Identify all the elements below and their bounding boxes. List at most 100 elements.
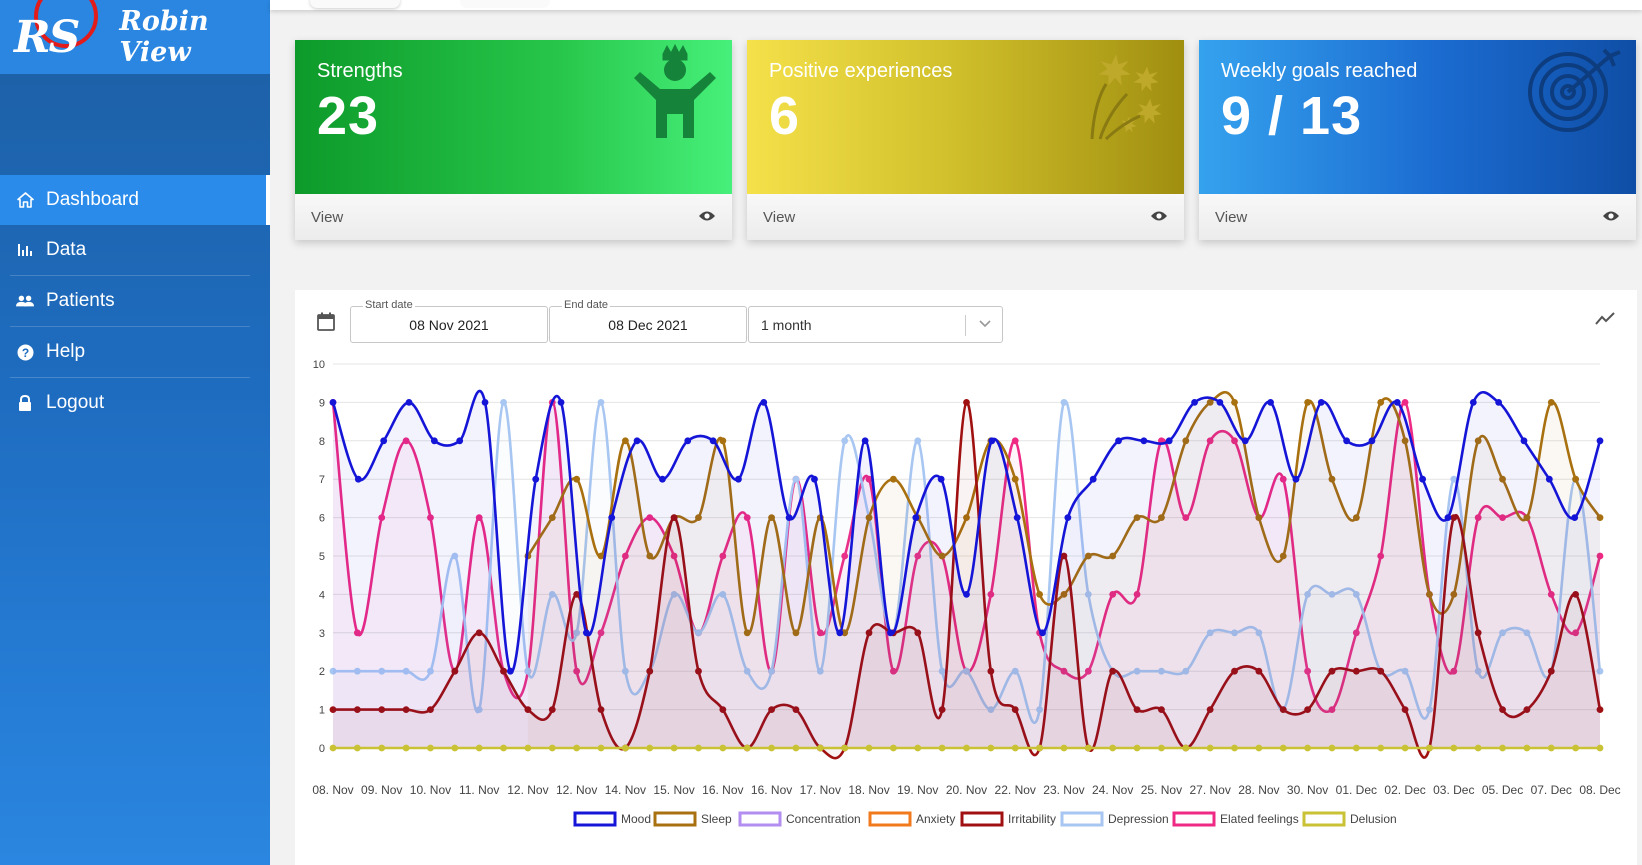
data-point [1060, 667, 1068, 675]
data-point [768, 744, 775, 752]
data-point [1133, 706, 1141, 713]
data-point [506, 667, 514, 675]
person-crown-icon [630, 43, 720, 149]
data-point [1426, 706, 1433, 713]
data-point [1115, 437, 1122, 445]
data-point [963, 591, 970, 598]
legend-swatch [738, 811, 782, 827]
data-point [1011, 744, 1019, 752]
card-view-link[interactable]: View [747, 194, 1184, 240]
data-point [792, 475, 800, 483]
sidebar: RS Robin View Dashboard Data Patients [0, 0, 270, 865]
data-point [646, 552, 654, 560]
data-point [1140, 437, 1148, 445]
positive-experiences-card: Positive experiences 6 View [747, 40, 1184, 240]
range-select[interactable]: 1 month [748, 306, 1003, 343]
card-footer-label: View [763, 208, 796, 226]
calendar-icon[interactable] [317, 312, 335, 336]
data-point [1547, 667, 1555, 675]
sidebar-item-help[interactable]: ? Help [0, 327, 270, 377]
topbar-button[interactable] [310, 0, 400, 8]
series-area-irritability [333, 402, 1600, 759]
x-tick-label: 08. Dec [1579, 783, 1620, 797]
data-point [1011, 667, 1019, 675]
data-point [1064, 514, 1072, 521]
y-tick-label: 0 [319, 743, 325, 755]
end-date-value: 08 Dec 2021 [608, 317, 688, 333]
sidebar-item-label: Data [46, 239, 87, 260]
data-point [1499, 744, 1506, 752]
x-tick-label: 03. Dec [1433, 783, 1474, 797]
y-tick-label: 6 [319, 513, 325, 525]
data-point [1352, 591, 1360, 598]
x-tick-label: 10. Nov [410, 783, 451, 797]
topbar-button[interactable] [460, 0, 550, 8]
data-point [646, 744, 654, 752]
data-point [1279, 744, 1287, 752]
data-point [768, 514, 775, 521]
data-point [354, 475, 362, 483]
sidebar-item-label: Patients [46, 290, 115, 311]
data-point [1267, 399, 1274, 406]
start-date-field[interactable]: Start date 08 Nov 2021 [350, 299, 548, 343]
weekly-goals-card: Weekly goals reached 9 / 13 View [1199, 40, 1636, 240]
x-tick-label: 01. Dec [1336, 783, 1377, 797]
data-point [1011, 437, 1019, 445]
data-point [621, 552, 629, 560]
legend-swatch [573, 811, 617, 827]
data-point [1426, 744, 1433, 752]
data-point [378, 706, 386, 713]
data-point [1084, 552, 1092, 560]
x-tick-label: 16. Nov [751, 783, 792, 797]
data-point [659, 475, 666, 483]
sidebar-item-data[interactable]: Data [0, 225, 270, 275]
data-point [1109, 552, 1117, 560]
data-point [743, 514, 751, 521]
data-point [1206, 437, 1214, 445]
data-point [329, 399, 337, 406]
data-point [1231, 629, 1238, 637]
data-point [792, 744, 800, 752]
data-point [695, 629, 702, 637]
data-point [532, 475, 540, 483]
sidebar-item-logout[interactable]: Logout [0, 378, 270, 428]
data-point [709, 437, 717, 445]
eye-icon [698, 209, 716, 226]
card-label: Weekly goals reached [1221, 60, 1418, 82]
data-point [1377, 552, 1385, 560]
sidebar-item-patients[interactable]: Patients [0, 276, 270, 326]
end-date-field[interactable]: End date 08 Dec 2021 [549, 299, 747, 343]
x-tick-label: 09. Nov [361, 783, 402, 797]
data-point [1474, 667, 1482, 675]
data-point [865, 629, 873, 637]
data-point [811, 475, 818, 483]
data-point [1352, 514, 1360, 521]
data-point [524, 744, 532, 752]
data-point [1474, 744, 1482, 752]
data-point [1304, 399, 1312, 406]
trend-chart-icon[interactable] [1595, 312, 1615, 331]
data-point [938, 706, 946, 713]
brand-header[interactable]: RS Robin View [0, 0, 270, 74]
data-point [836, 629, 844, 637]
target-icon [1524, 44, 1624, 149]
fireworks-icon [1072, 44, 1172, 149]
data-point [524, 706, 532, 713]
data-point [695, 744, 702, 752]
data-point [1596, 706, 1604, 713]
data-point [1450, 667, 1458, 675]
legend-label: Sleep [701, 812, 732, 826]
sidebar-item-dashboard[interactable]: Dashboard [0, 175, 270, 225]
data-point [1255, 514, 1263, 521]
home-icon [16, 191, 34, 209]
data-point [475, 629, 483, 637]
y-tick-label: 7 [319, 474, 325, 486]
card-view-link[interactable]: View [1199, 194, 1636, 240]
data-point [938, 744, 946, 752]
series-area-mood [333, 391, 1600, 748]
data-point [378, 514, 386, 521]
data-point [912, 514, 920, 521]
data-point [1450, 514, 1458, 521]
data-point [1426, 591, 1433, 598]
card-view-link[interactable]: View [295, 194, 732, 240]
